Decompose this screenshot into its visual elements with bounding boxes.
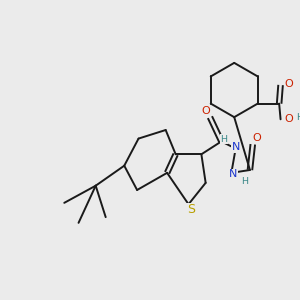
Text: H: H (220, 135, 227, 144)
Text: S: S (187, 203, 195, 217)
Text: H: H (242, 178, 249, 187)
Text: N: N (232, 142, 240, 152)
Text: O: O (201, 106, 210, 116)
Text: N: N (229, 169, 237, 179)
Text: O: O (284, 114, 293, 124)
Text: O: O (253, 133, 261, 143)
Text: H: H (296, 113, 300, 122)
Text: O: O (284, 79, 293, 88)
